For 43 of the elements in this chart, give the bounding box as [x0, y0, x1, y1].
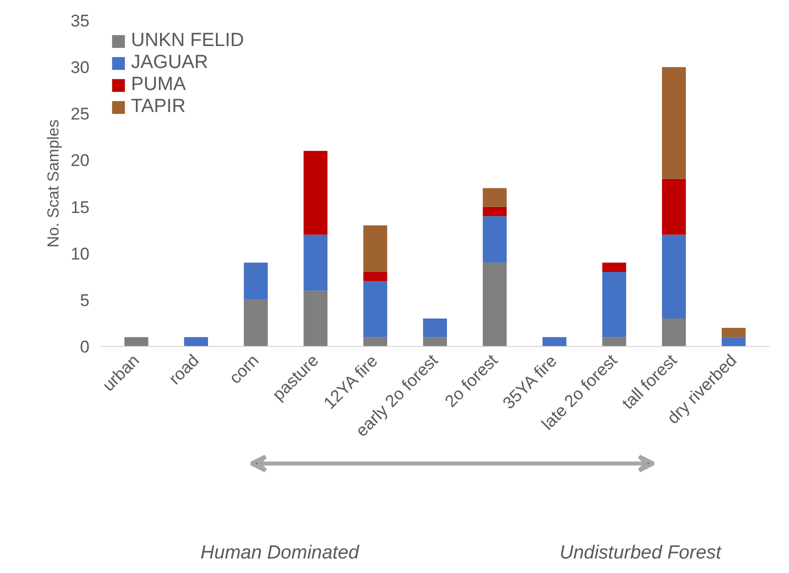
bar	[363, 225, 388, 272]
bar	[482, 188, 507, 207]
bar	[662, 178, 686, 235]
y-tick-label: 10	[70, 244, 90, 264]
bar	[662, 318, 686, 346]
bar	[244, 300, 268, 346]
bar	[304, 290, 328, 346]
bar	[184, 337, 208, 346]
bar	[363, 337, 388, 346]
bar	[482, 206, 507, 216]
y-tick-label: 25	[70, 104, 90, 124]
y-tick-label: 20	[70, 151, 90, 170]
bar	[482, 216, 507, 263]
legend-label: UNKN FELID	[131, 30, 244, 52]
x-tick-label: corn	[226, 350, 263, 388]
text: Human Dominated	[200, 542, 360, 564]
bar	[602, 262, 626, 272]
bar	[363, 272, 388, 282]
bar	[602, 272, 626, 338]
bar	[482, 262, 507, 346]
legend-label: JAGUAR	[131, 52, 208, 74]
y-tick-label: 35	[70, 12, 90, 30]
y-tick-label: 0	[80, 338, 90, 356]
bar	[124, 337, 148, 346]
y-tick-label: 5	[80, 290, 90, 310]
bar	[602, 337, 626, 346]
y-tick-label: 15	[70, 198, 90, 217]
text: Undisturbed Forest	[560, 542, 722, 564]
bar	[423, 318, 447, 338]
bar	[244, 262, 268, 300]
bar	[662, 234, 686, 319]
legend-label: PUMA	[131, 74, 186, 96]
bar	[423, 337, 447, 346]
y-tick-label: 30	[70, 58, 90, 78]
bar	[363, 281, 388, 338]
bar	[662, 67, 686, 179]
y-axis-title: No. Scat Samples	[46, 119, 63, 248]
bar	[542, 337, 566, 346]
bar	[722, 337, 746, 346]
legend-label: TAPIR	[131, 96, 186, 118]
bar	[304, 150, 328, 235]
bar	[304, 234, 328, 291]
bar	[722, 328, 746, 338]
